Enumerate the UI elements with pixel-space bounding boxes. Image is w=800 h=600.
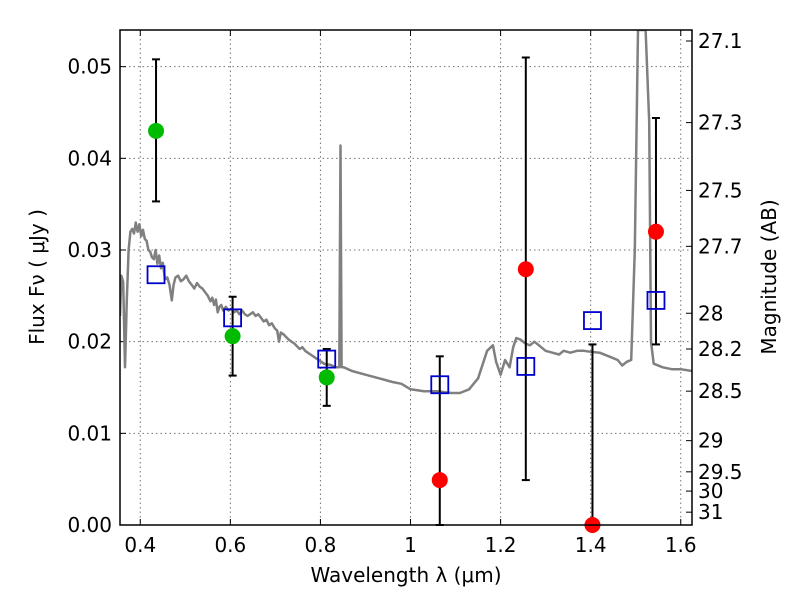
y-axis-title: Flux Fν ( μJy ): [25, 209, 49, 345]
right-axis-title: Magnitude (AB): [757, 199, 781, 354]
x-tick-label: 0.8: [305, 533, 337, 557]
x-tick-label: 0.4: [124, 533, 156, 557]
tick-label-group: 0.4 0.6 0.8 1 1.2 1.4 1.6 0.00 0.01 0.02 0.03 0.04 0…: [67, 29, 742, 557]
x-tick-label: 1: [404, 533, 417, 557]
model-square-marker: [430, 375, 450, 395]
x-axis-title: Wavelength λ (μm): [310, 563, 501, 587]
y-tick-label: 0.00: [67, 513, 112, 537]
right-tick-label: 27.5: [698, 178, 743, 202]
y-tick-label: 0.05: [67, 55, 112, 79]
right-tick-label: 28.2: [698, 337, 743, 361]
upper-limit-point: [647, 223, 664, 240]
right-tick-label: 29.5: [698, 460, 743, 484]
right-tick-label: 28: [698, 301, 723, 325]
right-tick-label: 30: [698, 479, 723, 503]
x-tick-label: 1.2: [485, 533, 517, 557]
right-tick-label: 27.1: [698, 29, 743, 53]
y-tick-label: 0.04: [67, 146, 112, 170]
x-tick-label: 1.6: [665, 533, 697, 557]
x-tick-label: 1.4: [575, 533, 607, 557]
right-tick-label: 27.7: [698, 234, 743, 258]
y-tick-label: 0.02: [67, 330, 112, 354]
y-tick-label: 0.01: [67, 421, 112, 445]
detection-point: [318, 369, 335, 386]
right-tick-label: 27.3: [698, 111, 743, 135]
model-square-marker: [646, 291, 666, 310]
right-tick-label: 29: [698, 429, 723, 453]
detection-point: [224, 328, 241, 345]
measurement-dot-group: [148, 122, 664, 533]
y-tick-label: 0.03: [67, 238, 112, 262]
right-tick-label: 31: [698, 500, 723, 524]
model-square-marker: [516, 357, 536, 376]
model-square-marker: [583, 311, 602, 330]
detection-point: [148, 122, 165, 139]
plot-frame: [119, 29, 693, 526]
right-tick-label: 28.5: [698, 379, 743, 403]
upper-limit-point: [517, 261, 534, 278]
x-tick-label: 0.6: [214, 533, 246, 557]
upper-limit-point: [431, 472, 448, 489]
model-square-marker: [317, 349, 337, 369]
model-square-marker: [146, 265, 166, 285]
model-square-group: [146, 265, 666, 395]
model-square-marker: [223, 308, 242, 328]
